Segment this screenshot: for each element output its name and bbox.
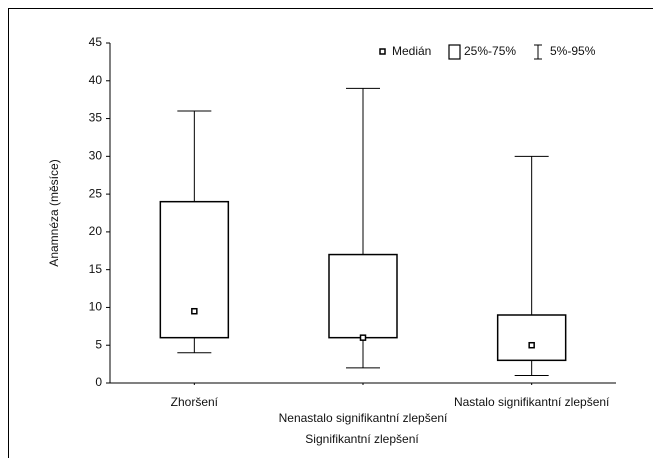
box [159,200,230,339]
x-tick-label: Nenastalo signifikantní zlepšení [279,411,448,425]
y-axis-label: Anamnéza (měsíce) [47,159,61,266]
y-tick-label: 15 [89,262,103,276]
x-tick-label: Nastalo signifikantní zlepšení [454,395,610,409]
y-tick-label: 40 [89,73,103,87]
y-tick-label: 25 [89,186,103,200]
box [496,314,567,362]
y-tick-label: 10 [89,300,103,314]
y-tick-label: 30 [89,149,103,163]
median [359,334,367,341]
frame [8,8,653,458]
y-tick-label: 5 [95,337,102,351]
x-tick-label: Zhoršení [171,395,219,409]
y-tick-label: 45 [89,35,103,49]
legend-label: 5%-95% [550,44,596,58]
x-axis-label: Signifikantní zlepšení [305,432,419,446]
median [528,341,535,349]
box [328,253,398,339]
y-tick-label: 0 [95,375,102,389]
legend-median-icon [379,48,386,55]
median [191,307,198,315]
y-tick-label: 35 [89,111,103,125]
legend-label: Medián [392,44,431,58]
y-tick-label: 20 [89,224,103,238]
legend-label: 25%-75% [464,44,516,58]
legend-box-icon [448,44,461,60]
